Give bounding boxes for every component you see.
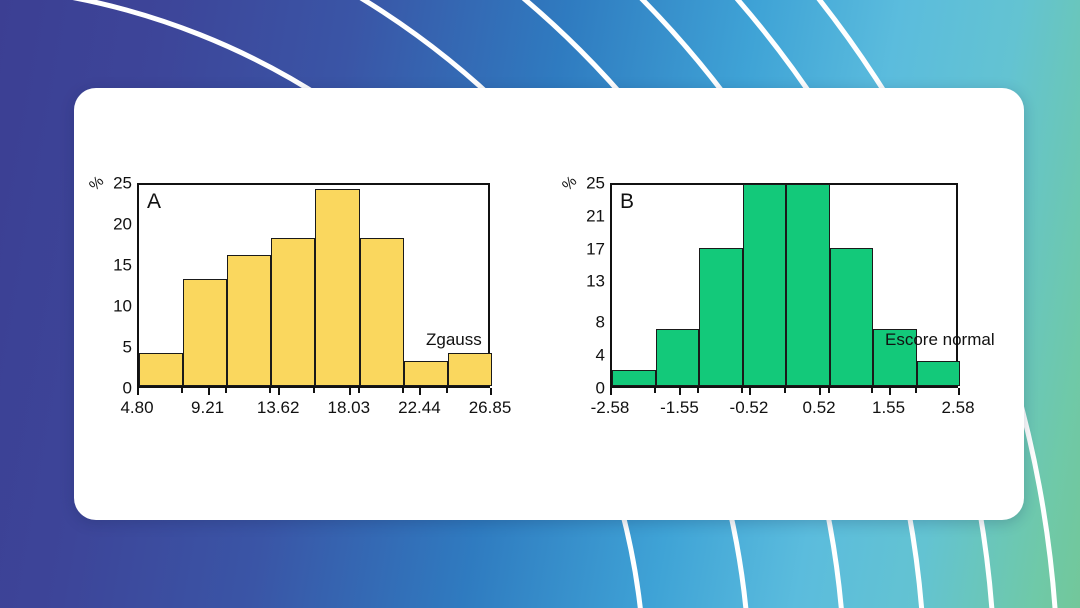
x-tick-mark-minor (181, 388, 184, 393)
x-tick-mark-minor (740, 388, 743, 393)
y-tick-label: 15 (113, 255, 132, 275)
histogram-bar (916, 361, 960, 386)
x-tick-mark-minor (784, 388, 786, 393)
x-tick-mark (748, 388, 751, 395)
y-tick-label: 4 (595, 345, 605, 365)
histogram-bar (699, 248, 743, 386)
x-tick-mark-minor (357, 388, 360, 393)
histogram-bar (655, 328, 699, 386)
content-card: % 0 5 10 15 20 25 A 4.80 9.21 13.62 18.03 22.44 26… (74, 88, 1024, 520)
y-tick-label: 0 (122, 378, 132, 398)
x-tick-mark-minor (871, 388, 873, 393)
x-tick-label: 22.44 (398, 398, 441, 417)
x-tick-mark-minor (313, 388, 316, 393)
x-tick-mark-minor (653, 388, 656, 393)
x-tick-mark (137, 388, 139, 395)
x-tick-mark (819, 388, 822, 395)
y-tick-label: 21 (586, 206, 605, 226)
histogram-bar (315, 189, 360, 386)
x-tick-mark (490, 388, 492, 395)
y-tick-label: 25 (586, 173, 605, 193)
x-tick-mark-minor (225, 388, 228, 393)
x-tick-mark-minor (914, 388, 917, 393)
x-tick-mark (610, 388, 612, 395)
x-tick-mark (419, 388, 422, 395)
x-tick-mark-minor (827, 388, 830, 393)
bars-b (612, 184, 960, 386)
x-tick-label: -0.52 (729, 398, 769, 417)
histogram-bar (227, 254, 272, 386)
x-tick-label: -2.58 (590, 398, 630, 417)
x-tick-mark-minor (445, 388, 448, 393)
y-tick-label: 20 (113, 214, 132, 234)
y-tick-label: 8 (595, 312, 605, 332)
x-axis-title-a: Zgauss (426, 330, 482, 349)
histogram-bar (873, 328, 917, 386)
x-tick-mark (958, 388, 960, 395)
panel-label-a: A (147, 190, 162, 213)
histogram-bar (786, 184, 830, 386)
panel-label-b: B (620, 190, 635, 213)
x-tick-mark (278, 388, 281, 395)
y-tick-label: 0 (595, 378, 605, 398)
histogram-bar (183, 279, 228, 386)
x-tick-label: 13.62 (256, 398, 300, 417)
x-tick-mark-minor (697, 388, 699, 393)
x-tick-mark-minor (269, 388, 272, 393)
y-tick-label: 25 (113, 173, 132, 193)
y-tick-label: 10 (113, 296, 132, 316)
x-tick-label: 2.58 (941, 398, 975, 417)
x-tick-mark (207, 388, 210, 395)
y-tick-label: 13 (586, 271, 605, 291)
x-tick-label: 1.55 (871, 398, 906, 417)
histogram-bar (742, 184, 786, 386)
x-tick-mark-minor (401, 388, 404, 393)
x-tick-label: 4.80 (120, 398, 154, 417)
histogram-bar (829, 248, 873, 386)
histogram-bar (612, 369, 656, 386)
x-tick-label: -1.55 (660, 398, 699, 417)
x-tick-mark (888, 388, 891, 395)
y-tick-label: 17 (586, 239, 605, 259)
plot-area-a: A (137, 183, 492, 388)
histogram-bar (359, 238, 404, 386)
histogram-bar (139, 353, 184, 386)
y-tick-label: 5 (122, 337, 132, 357)
x-tick-label: 0.52 (802, 398, 836, 417)
y-axis-title-b: % (558, 172, 581, 195)
x-tick-label: 26.85 (468, 398, 512, 417)
x-axis-title-b: Escore normal (885, 330, 995, 349)
histogram-panel-a: % 0 5 10 15 20 25 A 4.80 9.21 13.62 18.03 22.44 26… (74, 88, 549, 520)
plot-area-b: B (610, 183, 960, 388)
histogram-panel-b: % 0 4 8 13 17 21 25 B -2.58 -1.55 -0.52 0.52 1.55 2… (549, 88, 1024, 520)
x-tick-label: 9.21 (191, 398, 225, 417)
y-axis-title-a: % (85, 172, 108, 195)
x-tick-mark (348, 388, 351, 395)
x-tick-mark (679, 388, 682, 395)
figure-container: % 0 5 10 15 20 25 A 4.80 9.21 13.62 18.03 22.44 26… (74, 88, 1024, 520)
histogram-bar (403, 361, 448, 386)
histogram-bar (271, 238, 316, 386)
x-tick-label: 18.03 (327, 398, 371, 417)
bars-a (139, 185, 492, 386)
histogram-bar (447, 353, 492, 386)
